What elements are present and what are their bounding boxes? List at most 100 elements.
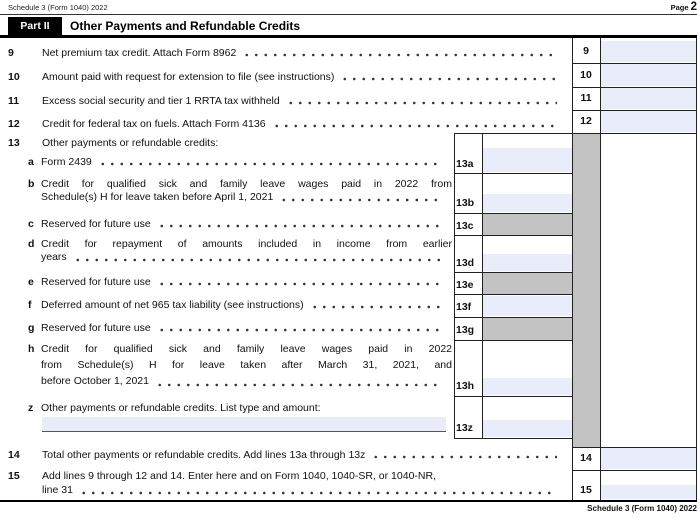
line-11-box-label: 11	[580, 92, 592, 104]
dotted-leader	[72, 258, 443, 262]
line-13z-box-label: 13z	[456, 422, 473, 434]
line-9-box-label: 9	[583, 45, 589, 57]
dotted-leader	[155, 383, 443, 387]
line-13-row: 13 Other payments or refundable credits:	[8, 137, 566, 149]
part-ii-badge: Part II	[8, 17, 62, 35]
line-9-label: Net premium tax credit. Attach Form 8962	[42, 47, 237, 59]
line-13c-reserved-cell	[483, 214, 572, 235]
line-9-amount-input[interactable]	[601, 41, 696, 62]
line-15-amount-input[interactable]	[601, 485, 696, 499]
line-13z-label: Other payments or refundable credits. Li…	[41, 402, 321, 414]
line-13h-letter: h	[28, 343, 35, 355]
line-13d-row: d Credit for repayment of amounts includ…	[8, 238, 452, 264]
line-14-label: Total other payments or refundable credi…	[42, 449, 366, 461]
line-13b-letter: b	[28, 178, 35, 190]
line-13e-reserved-cell	[483, 273, 572, 294]
line-13z-row: z Other payments or refundable credits. …	[8, 402, 452, 414]
grid-line	[696, 38, 697, 500]
line-13d-label-line1: Credit for repayment of amounts included…	[41, 238, 452, 250]
line-12-amount-input[interactable]	[601, 111, 696, 132]
dotted-leader	[156, 282, 443, 286]
grid-line	[454, 317, 572, 318]
dotted-leader	[97, 162, 443, 166]
line-13g-letter: g	[28, 322, 35, 334]
dotted-leader	[309, 305, 443, 309]
page-number: Page 2	[671, 1, 697, 13]
line-13d-amount-input[interactable]	[483, 254, 572, 271]
line-10-number: 10	[8, 71, 20, 83]
line-13a-amount-input[interactable]	[483, 148, 572, 172]
line-13e-label: Reserved for future use	[41, 276, 151, 288]
line-13z-type-amount-input[interactable]	[42, 417, 446, 432]
line-13f-box-label: 13f	[456, 301, 472, 313]
line-13b-row: b Credit for qualified sick and family l…	[8, 178, 452, 204]
line-13c-letter: c	[28, 218, 34, 230]
line-14-number: 14	[8, 449, 20, 461]
line-13d-label-line2: years	[41, 251, 67, 263]
grid-line	[454, 294, 572, 295]
grid-line	[572, 470, 697, 471]
grid-line	[572, 38, 573, 500]
line-13h-label-line3: before October 1, 2021	[41, 375, 149, 387]
line-11-label: Excess social security and tier 1 RRTA t…	[42, 95, 280, 107]
dotted-leader	[156, 328, 443, 332]
grid-line	[454, 272, 572, 273]
page-word: Page	[670, 3, 689, 12]
line-13g-box-label: 13g	[456, 324, 475, 336]
line-13a-letter: a	[28, 156, 34, 168]
grid-line	[454, 133, 455, 438]
line-13b-amount-input[interactable]	[483, 194, 572, 212]
line-9-row: 9 Net premium tax credit. Attach Form 89…	[8, 47, 566, 59]
line-9-number: 9	[8, 47, 14, 59]
form-id-header: Schedule 3 (Form 1040) 2022	[8, 3, 108, 12]
dotted-leader	[340, 77, 557, 81]
line-14-row: 14 Total other payments or refundable cr…	[8, 449, 566, 461]
line-13f-label: Deferred amount of net 965 tax liability…	[41, 299, 304, 311]
line-13g-row: g Reserved for future use	[8, 322, 452, 334]
line-13h-amount-input[interactable]	[483, 378, 572, 395]
line-13a-label: Form 2439	[41, 156, 92, 168]
line-12-label: Credit for federal tax on fuels. Attach …	[42, 118, 266, 130]
line-14-box-label: 14	[580, 452, 592, 464]
line-10-label: Amount paid with request for extension t…	[42, 71, 335, 83]
grid-line	[600, 38, 601, 500]
line-12-number: 12	[8, 118, 20, 130]
line-12-box-label: 12	[580, 115, 592, 127]
line-10-row: 10 Amount paid with request for extensio…	[8, 71, 566, 83]
line-11-row: 11 Excess social security and tier 1 RRT…	[8, 95, 566, 107]
line-15-number: 15	[8, 470, 20, 482]
line-13f-amount-input[interactable]	[483, 296, 572, 316]
grid-line	[454, 396, 572, 397]
line-13d-box-label: 13d	[456, 257, 475, 269]
line-14-amount-input[interactable]	[601, 448, 696, 469]
grid-line	[572, 63, 697, 64]
line-10-amount-input[interactable]	[601, 64, 696, 86]
line-13-label: Other payments or refundable credits:	[42, 137, 219, 149]
grid-line	[572, 110, 697, 111]
line-13c-label: Reserved for future use	[41, 218, 151, 230]
dotted-leader	[156, 224, 443, 228]
dotted-leader	[242, 53, 557, 57]
line-11-amount-input[interactable]	[601, 88, 696, 109]
line-13f-row: f Deferred amount of net 965 tax liabili…	[8, 299, 452, 311]
line-13a-row: a Form 2439	[8, 156, 452, 168]
line-13b-box-label: 13b	[456, 197, 475, 209]
grid-line	[454, 213, 572, 214]
line-13h-box-label: 13h	[456, 380, 475, 392]
line-13h-row: h Credit for qualified sick and family l…	[8, 341, 452, 389]
line-10-box-label: 10	[580, 69, 592, 81]
line-13z-amount-input[interactable]	[483, 420, 572, 437]
line-12-row: 12 Credit for federal tax on fuels. Atta…	[8, 118, 566, 130]
line-13g-label: Reserved for future use	[41, 322, 151, 334]
line-13-number: 13	[8, 137, 20, 149]
part-ii-title: Other Payments and Refundable Credits	[70, 19, 301, 33]
grid-line	[454, 340, 572, 341]
line-13e-box-label: 13e	[456, 279, 474, 291]
grid-line	[572, 87, 697, 88]
header-divider	[0, 14, 697, 15]
grid-line	[454, 438, 572, 439]
bottom-rule	[0, 500, 697, 502]
line-11-number: 11	[8, 95, 20, 107]
page-number-value: 2	[690, 1, 697, 13]
